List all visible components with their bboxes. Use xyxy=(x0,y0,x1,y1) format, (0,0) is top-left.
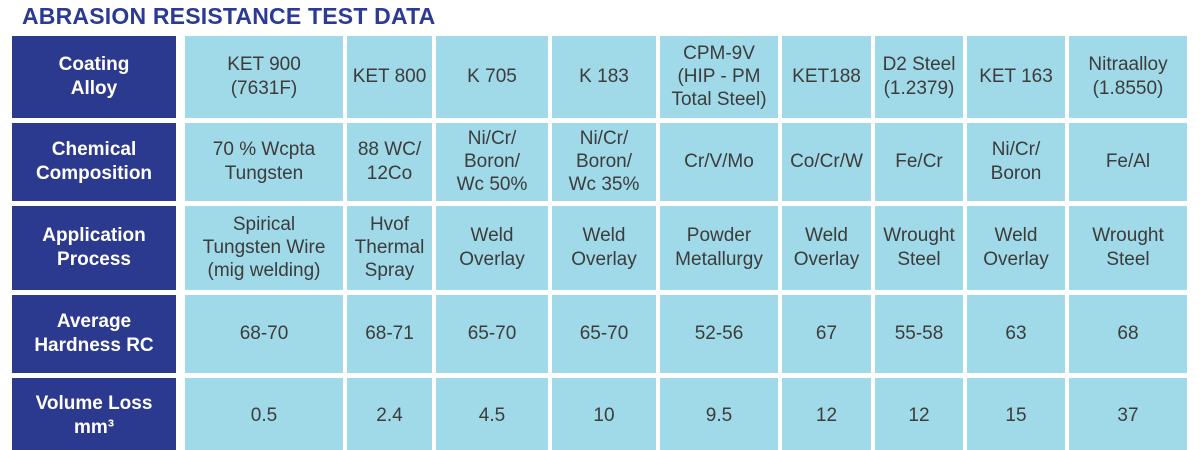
table-cell: 55-58 xyxy=(875,294,963,373)
table-cell: Nitraalloy (1.8550) xyxy=(1069,35,1187,118)
table-cell: KET 900 (7631F) xyxy=(185,35,343,118)
table-cell: K 183 xyxy=(552,35,656,118)
table-cell: Hvof Thermal Spray xyxy=(347,205,432,290)
table-cell: K 705 xyxy=(436,35,548,118)
table-cell: 9.5 xyxy=(660,377,778,450)
table-cell: 12 xyxy=(875,377,963,450)
table-cell: Fe/Cr xyxy=(875,122,963,201)
table-cell: Fe/Al xyxy=(1069,122,1187,201)
row-header-chemical-composition: Chemical Composition xyxy=(12,122,176,201)
table-cell: Wrought Steel xyxy=(1069,205,1187,290)
row-header-volume-loss: Volume Loss mm³ xyxy=(12,377,176,450)
table-cell: 52-56 xyxy=(660,294,778,373)
table-cell: KET 800 xyxy=(347,35,432,118)
table-cell: Spirical Tungsten Wire (mig welding) xyxy=(185,205,343,290)
table-cell: 37 xyxy=(1069,377,1187,450)
table-cell: Ni/Cr/ Boron xyxy=(967,122,1065,201)
table-cell: 10 xyxy=(552,377,656,450)
table-cell: 68-70 xyxy=(185,294,343,373)
table-row-coating-alloy: Coating Alloy KET 900 (7631F) KET 800 K … xyxy=(12,35,1200,118)
table-cell: Powder Metallurgy xyxy=(660,205,778,290)
table-cell: 65-70 xyxy=(552,294,656,373)
table-cell: Ni/Cr/ Boron/ Wc 50% xyxy=(436,122,548,201)
table-row-volume-loss: Volume Loss mm³ 0.5 2.4 4.5 10 9.5 12 12… xyxy=(12,377,1200,450)
table-cell: 68-71 xyxy=(347,294,432,373)
table-cell: KET 163 xyxy=(967,35,1065,118)
table-row-average-hardness: Average Hardness RC 68-70 68-71 65-70 65… xyxy=(12,294,1200,373)
table-cell: 12 xyxy=(782,377,871,450)
table-cell: 70 % Wcpta Tungsten xyxy=(185,122,343,201)
table-cell: 4.5 xyxy=(436,377,548,450)
table-cell: Weld Overlay xyxy=(782,205,871,290)
table-cell: Co/Cr/W xyxy=(782,122,871,201)
table-cell: KET188 xyxy=(782,35,871,118)
table-cell: CPM-9V (HIP - PM Total Steel) xyxy=(660,35,778,118)
table-cell: 65-70 xyxy=(436,294,548,373)
table-cell: 68 xyxy=(1069,294,1187,373)
table-cell: 0.5 xyxy=(185,377,343,450)
table-cell: Weld Overlay xyxy=(967,205,1065,290)
table-cell: 15 xyxy=(967,377,1065,450)
table-cell: Wrought Steel xyxy=(875,205,963,290)
table-cell: Weld Overlay xyxy=(552,205,656,290)
table-cell: 63 xyxy=(967,294,1065,373)
table-cell: Cr/V/Mo xyxy=(660,122,778,201)
table-cell: 2.4 xyxy=(347,377,432,450)
row-header-application-process: Application Process xyxy=(12,205,176,290)
row-header-coating-alloy: Coating Alloy xyxy=(12,35,176,118)
page-title: ABRASION RESISTANCE TEST DATA xyxy=(22,3,436,29)
row-header-average-hardness: Average Hardness RC xyxy=(12,294,176,373)
table-row-chemical-composition: Chemical Composition 70 % Wcpta Tungsten… xyxy=(12,122,1200,201)
table-cell: 67 xyxy=(782,294,871,373)
table-cell: Ni/Cr/ Boron/ Wc 35% xyxy=(552,122,656,201)
table-cell: 88 WC/ 12Co xyxy=(347,122,432,201)
table-cell: Weld Overlay xyxy=(436,205,548,290)
table-row-application-process: Application Process Spirical Tungsten Wi… xyxy=(12,205,1200,290)
abrasion-test-table: Coating Alloy KET 900 (7631F) KET 800 K … xyxy=(0,35,1200,450)
table-cell: D2 Steel (1.2379) xyxy=(875,35,963,118)
